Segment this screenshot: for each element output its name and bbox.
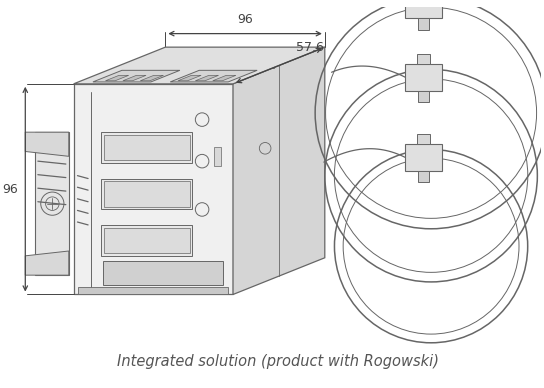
Text: 96: 96 [2, 183, 17, 196]
Polygon shape [35, 132, 69, 275]
Text: 96: 96 [237, 13, 253, 26]
Polygon shape [233, 47, 325, 294]
Polygon shape [418, 91, 429, 102]
Polygon shape [405, 64, 442, 91]
Polygon shape [25, 132, 69, 156]
Polygon shape [101, 225, 193, 256]
Polygon shape [25, 251, 69, 275]
Polygon shape [93, 70, 180, 82]
Polygon shape [405, 0, 442, 18]
Polygon shape [103, 261, 224, 285]
Polygon shape [101, 178, 193, 210]
Polygon shape [214, 147, 221, 166]
Text: Integrated solution (product with Rogowski): Integrated solution (product with Rogows… [118, 354, 440, 369]
Polygon shape [78, 287, 228, 294]
Polygon shape [418, 18, 429, 30]
Polygon shape [106, 75, 129, 81]
Polygon shape [417, 134, 430, 144]
Polygon shape [418, 171, 429, 182]
Text: 57.6: 57.6 [296, 41, 324, 54]
Polygon shape [73, 84, 233, 294]
Polygon shape [103, 135, 189, 160]
Polygon shape [140, 75, 163, 81]
Polygon shape [195, 75, 219, 81]
Polygon shape [103, 228, 189, 253]
Polygon shape [73, 47, 325, 84]
Polygon shape [101, 132, 193, 163]
Polygon shape [405, 144, 442, 171]
Polygon shape [178, 75, 201, 81]
Polygon shape [213, 75, 236, 81]
Polygon shape [170, 70, 257, 82]
Polygon shape [123, 75, 146, 81]
Polygon shape [417, 54, 430, 64]
Polygon shape [103, 182, 189, 206]
